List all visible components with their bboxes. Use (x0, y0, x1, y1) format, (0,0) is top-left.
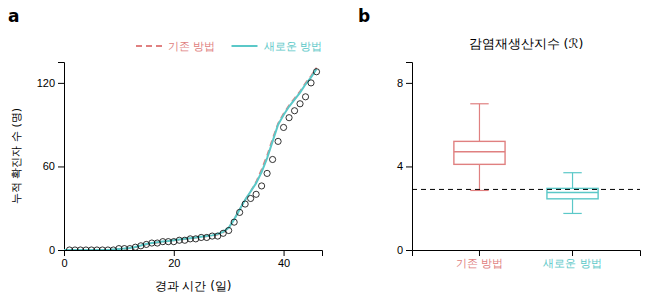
axis-line (413, 251, 641, 257)
legend-swatch (232, 45, 258, 47)
point (237, 209, 243, 215)
point (242, 201, 248, 207)
x-axis: 0 20 40 (61, 250, 322, 269)
tick-label: 0 (49, 244, 55, 256)
tick-label: 8 (397, 77, 403, 89)
legend-label: 새로운 방법 (264, 40, 323, 53)
tick-label: 120 (37, 77, 55, 89)
point (275, 138, 281, 144)
point (270, 156, 276, 162)
y-axis: 0 4 8 (397, 63, 413, 257)
tick: 4 (397, 160, 412, 172)
point (297, 101, 303, 107)
tick-label: 새로운 방법 (543, 257, 601, 269)
tick-mark (174, 250, 175, 256)
whisker (479, 104, 480, 142)
tick-mark (58, 250, 64, 251)
tick-mark (406, 83, 412, 84)
plot-area (64, 68, 320, 250)
tick: 40 (278, 250, 290, 269)
tick: 기존 방법 (456, 250, 503, 269)
median (547, 192, 598, 194)
median (454, 151, 505, 153)
point (302, 94, 308, 100)
whisker-cap (563, 172, 581, 173)
box (454, 104, 505, 191)
box (547, 173, 598, 214)
tick: 0 (61, 250, 67, 269)
whisker-cap (563, 213, 581, 214)
y-axis: 0 60 120 (37, 63, 65, 257)
box-body (454, 141, 505, 164)
whisker (572, 199, 573, 214)
line (64, 68, 317, 250)
tick-mark (479, 250, 480, 256)
tick-mark (406, 250, 412, 251)
reference-line (412, 189, 640, 190)
axis-line (65, 251, 323, 257)
tick-label: 0 (61, 257, 67, 269)
point (226, 227, 232, 233)
plot-area (412, 104, 640, 214)
point (286, 115, 292, 121)
line (64, 69, 317, 250)
title: 감염재생산지수 (ℛ) (469, 36, 584, 51)
panel-label: b (358, 6, 370, 26)
legend-swatch (136, 45, 162, 47)
x-axis: 기존 방법 새로운 방법 (413, 250, 641, 269)
tick: 새로운 방법 (543, 250, 601, 269)
tick-label: 4 (397, 160, 403, 172)
tick-mark (58, 166, 64, 167)
point (313, 69, 319, 75)
tick-mark (406, 166, 412, 167)
box-body (547, 188, 598, 198)
figure: 02040060120기존 방법새로운 방법경과 시간 (일)누적 확진자 수 … (0, 0, 658, 304)
whisker-cap (470, 190, 488, 191)
y-axis-title: 누적 확진자 수 (명) (10, 108, 23, 204)
point (308, 80, 314, 86)
point (291, 108, 297, 114)
tick: 60 (43, 160, 64, 172)
tick-label: 60 (43, 160, 55, 172)
axis-line (406, 63, 413, 251)
whisker (572, 173, 573, 189)
tick-label: 20 (168, 257, 180, 269)
tick-label: 기존 방법 (456, 257, 503, 269)
legend-item: 새로운 방법 (232, 40, 323, 53)
panel-label: a (8, 6, 19, 26)
legend-label: 기존 방법 (168, 40, 216, 53)
whisker-cap (470, 103, 488, 104)
x-axis-title: 경과 시간 (일) (155, 279, 232, 293)
tick-label: 40 (278, 257, 290, 269)
point (280, 124, 286, 130)
tick: 0 (49, 244, 64, 256)
tick-mark (284, 250, 285, 256)
tick: 8 (397, 77, 412, 89)
tick: 120 (37, 77, 64, 89)
point (259, 183, 265, 189)
legend-item: 기존 방법 (136, 40, 216, 53)
tick: 0 (397, 244, 412, 256)
whisker (479, 164, 480, 190)
tick-label: 0 (397, 244, 403, 256)
point (253, 191, 259, 197)
legend: 기존 방법 새로운 방법 (136, 40, 322, 53)
point (264, 170, 270, 176)
tick-mark (572, 250, 573, 256)
tick: 20 (168, 250, 180, 269)
point (231, 219, 237, 225)
tick-mark (58, 83, 64, 84)
point (248, 195, 254, 201)
axis-line (58, 63, 65, 251)
